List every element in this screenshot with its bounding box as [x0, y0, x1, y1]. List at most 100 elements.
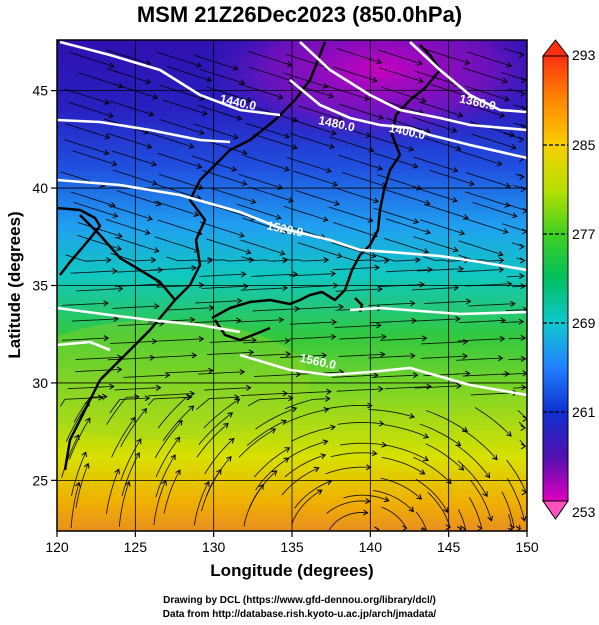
streamline [154, 200, 199, 216]
streamline-arrow [455, 316, 461, 323]
streamline [154, 420, 183, 459]
streamline [243, 353, 291, 357]
streamline-arrow [313, 466, 320, 473]
streamline [193, 123, 238, 139]
streamline-arrow [145, 78, 152, 85]
streamline-arrow [498, 257, 505, 264]
streamline [416, 268, 464, 272]
streamline-arrow [520, 355, 527, 362]
streamline [501, 491, 515, 528]
streamline [68, 102, 114, 118]
streamline [371, 374, 418, 378]
streamline-arrow [136, 438, 142, 445]
streamline [460, 101, 505, 117]
streamline [424, 300, 471, 304]
streamline [148, 393, 195, 397]
colorbar-tick-label: 293 [572, 47, 596, 63]
streamline-arrow [325, 395, 331, 402]
streamline-arrow [383, 257, 390, 264]
streamline [418, 101, 463, 117]
streamline [383, 237, 429, 253]
streamline-arrow [288, 395, 294, 402]
streamline [149, 132, 194, 148]
streamline [456, 444, 490, 478]
streamline-arrow [284, 447, 291, 453]
streamline [60, 397, 103, 407]
streamline-arrow [277, 93, 284, 100]
streamline [332, 221, 378, 237]
streamline-arrow [97, 394, 104, 401]
footer-credit-data: Data from http://database.rish.kyoto-u.a… [162, 609, 437, 620]
streamline [471, 133, 516, 149]
streamline [289, 336, 336, 340]
streamline [506, 275, 524, 278]
streamline-arrow [451, 127, 458, 133]
streamline-arrow [327, 92, 334, 99]
streamline-arrow [408, 506, 415, 513]
streamline [162, 405, 194, 441]
streamline-arrow [291, 144, 298, 150]
streamline [155, 437, 180, 478]
streamline [254, 373, 301, 377]
streamline-arrow [365, 497, 371, 504]
streamline [71, 318, 119, 322]
x-tick-label: 140 [359, 539, 383, 555]
streamline-arrow [251, 337, 257, 344]
streamline-arrow [497, 250, 504, 257]
streamline [502, 321, 524, 324]
streamline [279, 354, 327, 359]
streamline-arrow [103, 300, 109, 307]
streamline-arrow [208, 367, 214, 374]
streamline [64, 88, 109, 104]
streamline [297, 242, 342, 258]
streamline-arrow [279, 249, 286, 256]
streamline-arrow [322, 439, 329, 446]
streamline [425, 410, 468, 432]
streamline-arrow [402, 525, 408, 531]
streamline [343, 494, 389, 502]
streamline-arrow [459, 229, 466, 236]
streamline-arrow [330, 129, 337, 136]
streamline [118, 481, 130, 527]
streamline-arrow [216, 468, 222, 475]
streamline [339, 336, 386, 340]
streamline [505, 309, 527, 312]
streamline-arrow [456, 382, 462, 390]
streamline-arrow [376, 58, 383, 65]
streamline-arrow [464, 370, 471, 377]
streamline-arrow [188, 405, 195, 411]
streamline-arrow [377, 114, 384, 120]
streamline-arrow [421, 527, 428, 531]
streamline [338, 353, 385, 358]
streamline [251, 273, 298, 277]
streamline [458, 319, 506, 324]
streamline-arrow [521, 384, 527, 391]
streamline [120, 438, 142, 481]
streamline [425, 48, 470, 64]
streamline-arrow [420, 97, 427, 103]
streamline-arrow [246, 97, 253, 103]
streamline [283, 205, 328, 221]
y-tick-label: 40 [32, 180, 48, 196]
streamline [286, 156, 331, 172]
streamline-arrow [520, 424, 526, 431]
streamline-arrow [442, 507, 449, 514]
streamline-arrow [457, 111, 464, 118]
streamline-arrow [521, 489, 527, 496]
streamline-arrow [104, 133, 111, 140]
streamline [70, 191, 116, 207]
streamline-arrow [174, 436, 181, 443]
streamline-arrow [370, 252, 377, 259]
streamline-arrow [108, 62, 115, 69]
streamline-arrow [292, 116, 299, 123]
streamline-arrow [520, 283, 526, 290]
streamline-arrow [83, 462, 90, 469]
streamline [416, 134, 461, 150]
streamline [298, 105, 343, 121]
streamline-arrow [383, 496, 390, 503]
streamline [458, 254, 504, 262]
streamline-arrow [186, 394, 192, 401]
streamline [247, 50, 292, 66]
streamline-arrow [497, 355, 504, 362]
streamline-arrow [519, 243, 525, 250]
